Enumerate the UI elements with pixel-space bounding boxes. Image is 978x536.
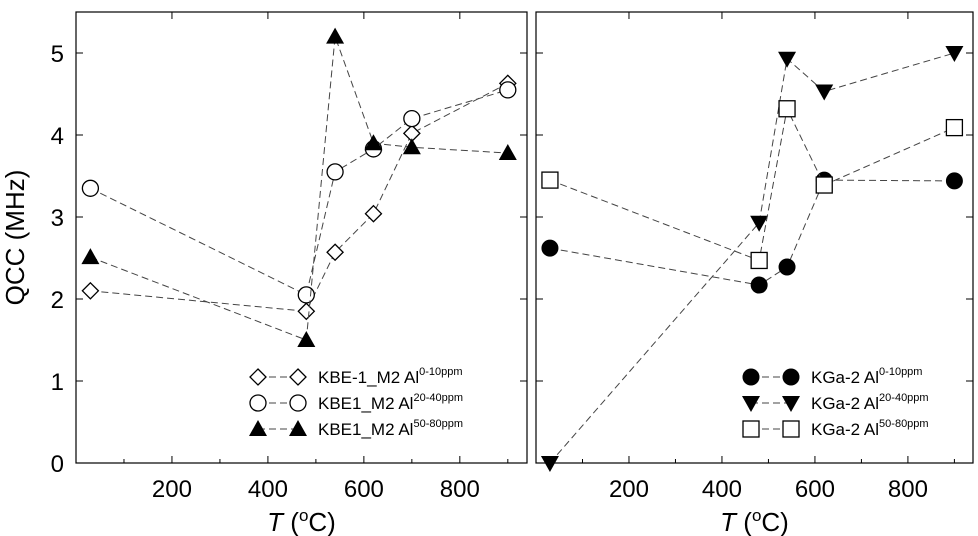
data-point (326, 163, 344, 181)
data-point (945, 172, 963, 190)
legend-marker (289, 368, 307, 386)
series-line (549, 107, 955, 262)
data-point (945, 46, 964, 62)
legend-marker (249, 368, 267, 386)
legend-label: KBE1_M2 Al50-80ppm (318, 418, 463, 439)
data-point (778, 51, 797, 68)
legend-label: KGa-2 Al20-40ppm (811, 392, 929, 413)
legend-label: KBE1_M2 Al20-40ppm (318, 392, 463, 413)
legend-marker (289, 394, 307, 412)
legend-label: KGa-2 Al0-10ppm (811, 366, 922, 387)
data-point (945, 118, 964, 137)
y-axis-title: QCC (MHz) (0, 170, 30, 306)
data-point (297, 331, 316, 347)
data-point (326, 243, 345, 262)
series-line (90, 82, 509, 312)
legend-marker (289, 420, 307, 436)
data-point (81, 248, 100, 265)
y-tick-label: 1 (51, 369, 64, 396)
legend-marker (782, 420, 800, 438)
y-tick-label: 0 (51, 451, 64, 478)
data-point (815, 176, 833, 194)
data-point (778, 100, 796, 118)
panel-left: 200 400 600 800 0 1 2 3 4 5 QCC (MHz) T (oC) KBE-1_M… (0, 11, 528, 536)
series-1 (81, 81, 517, 304)
series-0 (541, 171, 963, 294)
legend-marker (742, 396, 760, 412)
data-point (778, 258, 796, 276)
series-2 (81, 27, 517, 347)
y-tick-label: 2 (51, 287, 64, 314)
data-point (403, 109, 421, 128)
series-line (90, 89, 508, 296)
data-point (326, 27, 345, 44)
legend-label: KBE-1_M2 Al0-10ppm (318, 366, 463, 387)
x-tick-label: 800 (440, 476, 480, 503)
series-line (90, 36, 508, 341)
x-tick-label: 800 (888, 476, 928, 503)
legend-marker (249, 420, 267, 436)
data-point (81, 281, 100, 300)
data-point (297, 302, 316, 321)
y-tick-label: 5 (51, 41, 64, 68)
data-point (364, 134, 383, 151)
legend-marker (742, 368, 760, 386)
plot-frame (535, 11, 974, 464)
legend: KBE-1_M2 Al0-10ppm KBE1_M2 Al20-40ppm KBE1… (249, 366, 463, 439)
data-point (499, 81, 517, 99)
series-line (549, 179, 955, 286)
legend-marker (782, 396, 800, 412)
data-point (540, 456, 559, 472)
y-tick-label: 3 (51, 205, 64, 232)
legend-label: KGa-2 Al50-80ppm (811, 418, 929, 439)
data-point (297, 286, 315, 304)
x-tick-label: 400 (702, 476, 742, 503)
plot-frame (75, 11, 528, 464)
x-tick-label: 200 (152, 476, 192, 503)
series-2 (541, 100, 964, 270)
x-tick-label: 400 (248, 476, 288, 503)
x-axis-title: T (oC) (720, 506, 789, 536)
legend: KGa-2 Al0-10ppm KGa-2 Al20-40ppm KGa-2 Al5… (742, 366, 929, 439)
legend-marker (249, 394, 267, 412)
data-point (750, 251, 768, 270)
y-tick-label: 4 (51, 123, 64, 150)
data-point (81, 179, 100, 197)
data-point (498, 144, 517, 161)
series-1 (540, 46, 964, 472)
data-point (750, 215, 769, 232)
series-0 (81, 74, 517, 321)
data-point (750, 276, 768, 294)
data-point (364, 204, 383, 223)
legend-marker (742, 420, 760, 438)
x-tick-label: 600 (795, 476, 835, 503)
x-axis-title: T (oC) (267, 506, 336, 536)
x-tick-label: 600 (344, 476, 384, 503)
legend-marker (782, 368, 800, 386)
x-tick-label: 200 (609, 476, 649, 503)
data-point (815, 84, 834, 101)
data-point (541, 171, 559, 189)
data-point (402, 138, 421, 155)
data-point (541, 239, 559, 257)
